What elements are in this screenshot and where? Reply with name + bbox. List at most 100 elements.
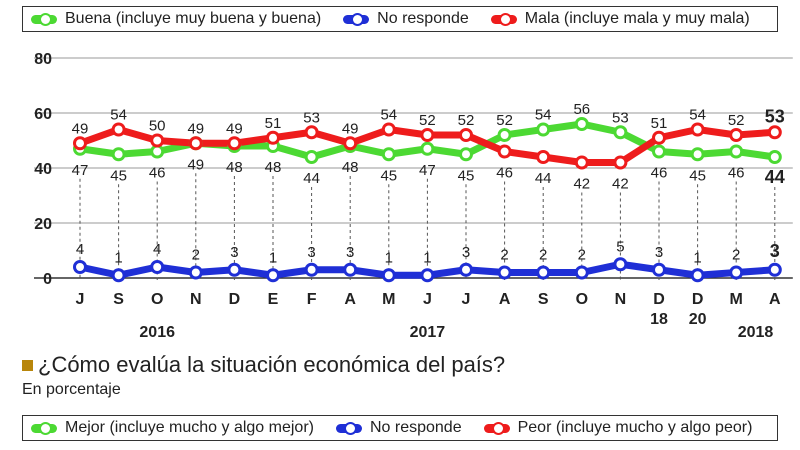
x-tick-label: J (462, 291, 471, 308)
chart-subtitle: En porcentaje (22, 381, 121, 398)
data-label-bottom: 48 (342, 159, 359, 176)
data-point-1 (343, 262, 358, 277)
legend-label-mala: Mala (incluye mala y muy mala) (524, 10, 750, 27)
data-label-bottom: 45 (689, 167, 706, 184)
data-label-no-responde: 3 (307, 244, 315, 261)
legend-swatch-red (483, 421, 510, 435)
data-label-top: 54 (689, 107, 706, 124)
data-label-bottom: 44 (765, 167, 785, 187)
data-label-bottom: 46 (149, 165, 166, 182)
y-tick-label: 0 (43, 271, 52, 288)
legend-item-mejor: Mejor (incluye mucho y algo mejor) (31, 419, 314, 437)
x-tick-label: O (576, 291, 588, 308)
x-tick-label: A (769, 291, 781, 308)
x-tick-label: S (538, 291, 549, 308)
data-label-top: 52 (419, 112, 436, 129)
data-point-0 (459, 147, 473, 162)
data-label-bottom: 44 (303, 170, 320, 187)
data-point-2 (188, 136, 203, 151)
data-point-2 (613, 155, 628, 170)
x-tick-label: M (730, 291, 743, 308)
data-point-1 (150, 260, 165, 274)
chart-title-text: ¿Cómo evalúa la situación económica del … (38, 352, 506, 377)
legend-swatch-green (31, 421, 57, 435)
data-point-2 (381, 122, 396, 137)
data-label-top: 56 (573, 101, 590, 118)
data-point-1 (459, 262, 473, 277)
data-label-bottom: 47 (419, 162, 436, 179)
x-tick-sublabel: 18 (650, 311, 668, 328)
data-label-top: 50 (149, 118, 166, 135)
data-label-no-responde: 4 (76, 241, 84, 258)
data-label-bottom: 47 (72, 162, 89, 179)
data-label-no-responde: 3 (346, 244, 354, 261)
data-point-0 (420, 141, 435, 156)
data-point-2 (652, 130, 666, 145)
data-label-no-responde: 2 (500, 247, 508, 264)
data-point-2 (574, 155, 589, 170)
data-point-2 (73, 136, 87, 151)
data-point-0 (729, 144, 744, 159)
data-point-2 (343, 136, 358, 151)
data-point-2 (227, 136, 242, 151)
x-tick-label: E (268, 291, 279, 308)
data-label-top: 54 (535, 107, 552, 124)
data-point-2 (536, 150, 551, 164)
data-label-bottom: 45 (458, 167, 475, 184)
legend-item-no-responde: No responde (343, 10, 469, 28)
data-label-bottom: 46 (651, 165, 668, 182)
data-label-top: 51 (265, 115, 282, 132)
data-label-top: 53 (612, 109, 629, 126)
data-label-bottom: 45 (380, 167, 397, 184)
data-label-top: 49 (342, 120, 359, 137)
legend-item-buena: Buena (incluye muy buena y buena) (31, 10, 321, 28)
x-tick-label: N (190, 291, 202, 308)
data-point-1 (304, 262, 319, 277)
legend-swatch-blue (335, 421, 362, 435)
data-point-0 (111, 147, 126, 162)
legend-top: Buena (incluye muy buena y buena) No res… (22, 6, 778, 32)
data-label-top: 52 (458, 112, 475, 129)
data-point-1 (111, 268, 126, 283)
data-point-1 (73, 260, 87, 274)
data-label-no-responde: 1 (269, 249, 277, 266)
x-tick-label: D (229, 291, 241, 308)
data-label-no-responde: 1 (423, 249, 431, 266)
x-tick-label: A (344, 291, 356, 308)
data-label-top: 51 (651, 115, 668, 132)
data-label-no-responde: 2 (732, 247, 740, 264)
x-year-label: 2018 (738, 324, 774, 341)
data-point-0 (574, 117, 589, 131)
data-label-no-responde: 3 (462, 244, 470, 261)
data-point-0 (690, 147, 705, 162)
x-year-label: 2016 (139, 324, 175, 341)
legend-label-buena: Buena (incluye muy buena y buena) (65, 10, 322, 27)
x-tick-label: N (615, 291, 627, 308)
data-point-2 (729, 128, 744, 142)
data-label-bottom: 49 (187, 156, 204, 173)
data-point-2 (459, 128, 473, 142)
data-label-top: 52 (728, 112, 745, 129)
data-label-bottom: 45 (110, 167, 127, 184)
y-tick-label: 40 (34, 161, 52, 178)
data-point-2 (266, 130, 280, 145)
data-point-2 (304, 125, 319, 140)
data-label-bottom: 46 (728, 165, 745, 182)
legend-label-mejor: Mejor (incluye mucho y algo mejor) (65, 419, 314, 436)
data-point-2 (767, 125, 782, 140)
legend-label-no-responde: No responde (377, 10, 469, 27)
data-label-no-responde: 3 (230, 244, 238, 261)
data-label-no-responde: 1 (385, 249, 393, 266)
x-tick-label: J (423, 291, 432, 308)
legend-swatch-green (31, 12, 57, 26)
legend-label-no-responde: No responde (369, 419, 462, 436)
y-tick-label: 60 (34, 106, 52, 123)
data-label-bottom: 46 (496, 165, 513, 182)
data-point-1 (381, 268, 396, 283)
data-label-no-responde: 5 (616, 238, 624, 255)
legend-label-peor: Peor (incluye mucho y algo peor) (517, 419, 753, 436)
data-point-0 (652, 144, 666, 159)
chart-title: ¿Cómo evalúa la situación económica del … (22, 352, 505, 378)
data-point-1 (613, 257, 628, 272)
